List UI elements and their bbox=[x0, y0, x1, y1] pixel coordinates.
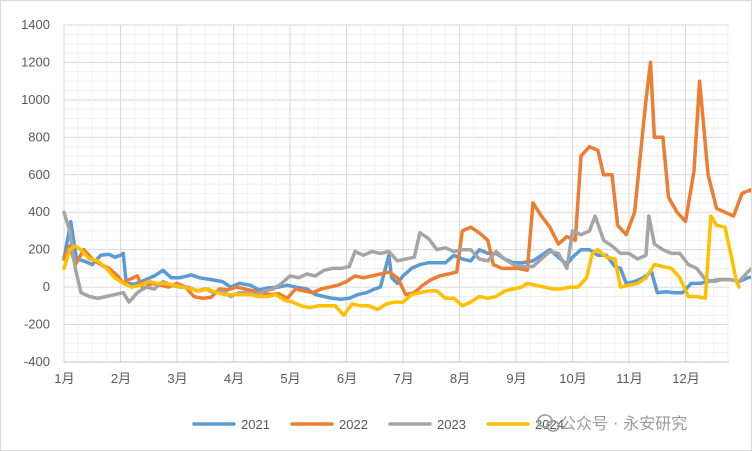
y-tick-label: -200 bbox=[24, 317, 50, 332]
x-tick-label: 2月 bbox=[111, 371, 131, 386]
series-line-2023 bbox=[62, 210, 751, 304]
x-tick-label: 10月 bbox=[559, 371, 586, 386]
legend-label-2021: 2021 bbox=[241, 417, 270, 432]
watermark-text: 公众号 · 永安研究 bbox=[560, 414, 687, 433]
gridlines bbox=[63, 24, 729, 363]
x-tick-label: 7月 bbox=[393, 371, 413, 386]
x-tick-label: 12月 bbox=[672, 371, 699, 386]
y-tick-label: 1200 bbox=[21, 54, 50, 69]
series-line-2022 bbox=[62, 60, 751, 301]
x-tick-label: 1月 bbox=[54, 371, 74, 386]
y-tick-label: 200 bbox=[28, 242, 50, 257]
legend-label-2024: 2024 bbox=[535, 417, 564, 432]
y-tick-label: -400 bbox=[24, 354, 50, 369]
x-tick-label: 9月 bbox=[506, 371, 526, 386]
x-tick-label: 3月 bbox=[167, 371, 187, 386]
y-tick-label: 1000 bbox=[21, 92, 50, 107]
y-tick-label: 600 bbox=[28, 167, 50, 182]
series-line-2021 bbox=[62, 219, 751, 302]
x-tick-label: 4月 bbox=[224, 371, 244, 386]
axes: -400 -200 0 200 400 600 800 1000 1200 1400 1月 2月 3月 4… bbox=[21, 17, 729, 386]
legend-label-2023: 2023 bbox=[437, 417, 466, 432]
x-tick-label: 6月 bbox=[337, 371, 357, 386]
x-tick-label: 5月 bbox=[280, 371, 300, 386]
y-tick-label: 0 bbox=[43, 279, 50, 294]
series-line-2024 bbox=[62, 214, 741, 317]
x-tick-label: 8月 bbox=[450, 371, 470, 386]
series-lines bbox=[62, 60, 751, 317]
legend-label-2022: 2022 bbox=[339, 417, 368, 432]
legend: 2021 2022 2023 2024 bbox=[192, 417, 564, 432]
y-tick-label: 400 bbox=[28, 204, 50, 219]
watermark: 公众号 · 永安研究 bbox=[537, 414, 687, 433]
wechat-icon bbox=[537, 414, 560, 432]
x-tick-label: 11月 bbox=[616, 371, 643, 386]
y-tick-label: 800 bbox=[28, 129, 50, 144]
y-tick-label: 1400 bbox=[21, 17, 50, 32]
